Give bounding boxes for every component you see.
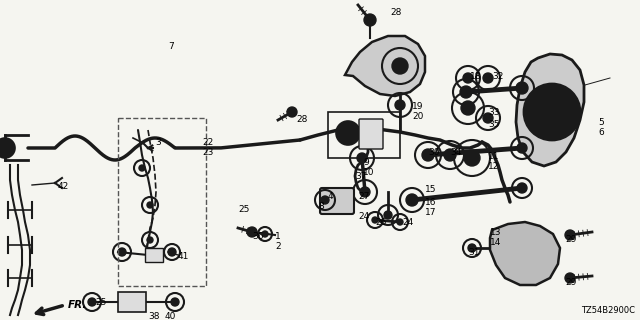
Bar — [145, 248, 163, 262]
Text: 22: 22 — [202, 138, 213, 147]
Circle shape — [444, 149, 456, 161]
Text: 11: 11 — [488, 152, 499, 161]
Text: 4: 4 — [328, 192, 333, 201]
Text: 27: 27 — [358, 192, 369, 201]
Text: 35: 35 — [488, 120, 499, 129]
Circle shape — [321, 196, 329, 204]
Circle shape — [468, 244, 476, 252]
FancyBboxPatch shape — [320, 188, 354, 214]
Bar — [118, 118, 206, 286]
Text: 17: 17 — [425, 208, 436, 217]
Text: TZ54B2900C: TZ54B2900C — [581, 306, 635, 315]
Circle shape — [342, 127, 354, 139]
Text: 15: 15 — [425, 185, 436, 194]
Text: 31: 31 — [468, 248, 479, 257]
Circle shape — [395, 100, 405, 110]
Circle shape — [464, 150, 480, 166]
Text: 36: 36 — [252, 232, 264, 241]
Text: 19: 19 — [412, 102, 424, 111]
Text: 25: 25 — [238, 205, 250, 214]
Text: 5: 5 — [598, 118, 604, 127]
Circle shape — [461, 101, 475, 115]
Circle shape — [546, 106, 558, 118]
Circle shape — [538, 98, 566, 126]
Circle shape — [262, 231, 268, 237]
Text: 32: 32 — [492, 72, 504, 81]
Text: 30: 30 — [428, 148, 440, 157]
Text: 37: 37 — [355, 172, 367, 181]
FancyBboxPatch shape — [359, 119, 383, 149]
Circle shape — [483, 73, 493, 83]
Polygon shape — [490, 222, 560, 285]
Circle shape — [0, 143, 10, 153]
Circle shape — [565, 230, 575, 240]
Text: 38: 38 — [148, 312, 159, 320]
Circle shape — [483, 113, 493, 123]
Text: 26: 26 — [375, 218, 387, 227]
Circle shape — [171, 298, 179, 306]
Text: 6: 6 — [598, 128, 604, 137]
Text: 25: 25 — [95, 298, 106, 307]
Circle shape — [524, 84, 580, 140]
Circle shape — [360, 187, 370, 197]
Circle shape — [139, 165, 145, 171]
Circle shape — [88, 298, 96, 306]
Text: 40: 40 — [165, 312, 177, 320]
Circle shape — [118, 248, 126, 256]
Circle shape — [392, 58, 408, 74]
Circle shape — [147, 237, 153, 243]
Circle shape — [168, 248, 176, 256]
Circle shape — [460, 86, 472, 98]
Circle shape — [0, 138, 15, 158]
Polygon shape — [345, 36, 425, 96]
Circle shape — [357, 153, 367, 163]
Text: 3: 3 — [155, 138, 161, 147]
Text: 28: 28 — [296, 115, 307, 124]
Text: 9: 9 — [363, 158, 369, 167]
Text: 1: 1 — [275, 232, 281, 241]
Circle shape — [406, 194, 418, 206]
Bar — [328, 112, 400, 158]
Circle shape — [517, 143, 527, 153]
Text: 23: 23 — [202, 148, 213, 157]
Bar — [118, 292, 146, 312]
Circle shape — [287, 107, 297, 117]
Text: 34: 34 — [450, 148, 461, 157]
Text: 14: 14 — [490, 238, 501, 247]
Text: 24: 24 — [402, 218, 413, 227]
Text: 29: 29 — [565, 278, 577, 287]
Circle shape — [384, 211, 392, 219]
Text: 24: 24 — [358, 212, 369, 221]
Text: FR.: FR. — [68, 300, 88, 310]
Circle shape — [397, 219, 403, 225]
Circle shape — [372, 217, 378, 223]
Text: 2: 2 — [275, 242, 280, 251]
Circle shape — [463, 73, 473, 83]
Text: 29: 29 — [565, 235, 577, 244]
Circle shape — [336, 121, 360, 145]
Circle shape — [364, 14, 376, 26]
Text: 8: 8 — [318, 202, 324, 211]
Circle shape — [247, 227, 257, 237]
Text: 18: 18 — [470, 72, 481, 81]
Text: 13: 13 — [490, 228, 502, 237]
Circle shape — [565, 273, 575, 283]
Text: 28: 28 — [390, 8, 401, 17]
Circle shape — [422, 149, 434, 161]
Text: 33: 33 — [488, 108, 499, 117]
Circle shape — [147, 202, 153, 208]
Text: 16: 16 — [425, 198, 436, 207]
Polygon shape — [516, 54, 584, 166]
Text: 7: 7 — [168, 42, 173, 51]
Circle shape — [516, 82, 528, 94]
Text: 20: 20 — [412, 112, 424, 121]
Text: 41: 41 — [178, 252, 189, 261]
Circle shape — [517, 183, 527, 193]
Text: 10: 10 — [363, 168, 374, 177]
Text: 12: 12 — [488, 162, 499, 171]
Text: 42: 42 — [58, 182, 69, 191]
